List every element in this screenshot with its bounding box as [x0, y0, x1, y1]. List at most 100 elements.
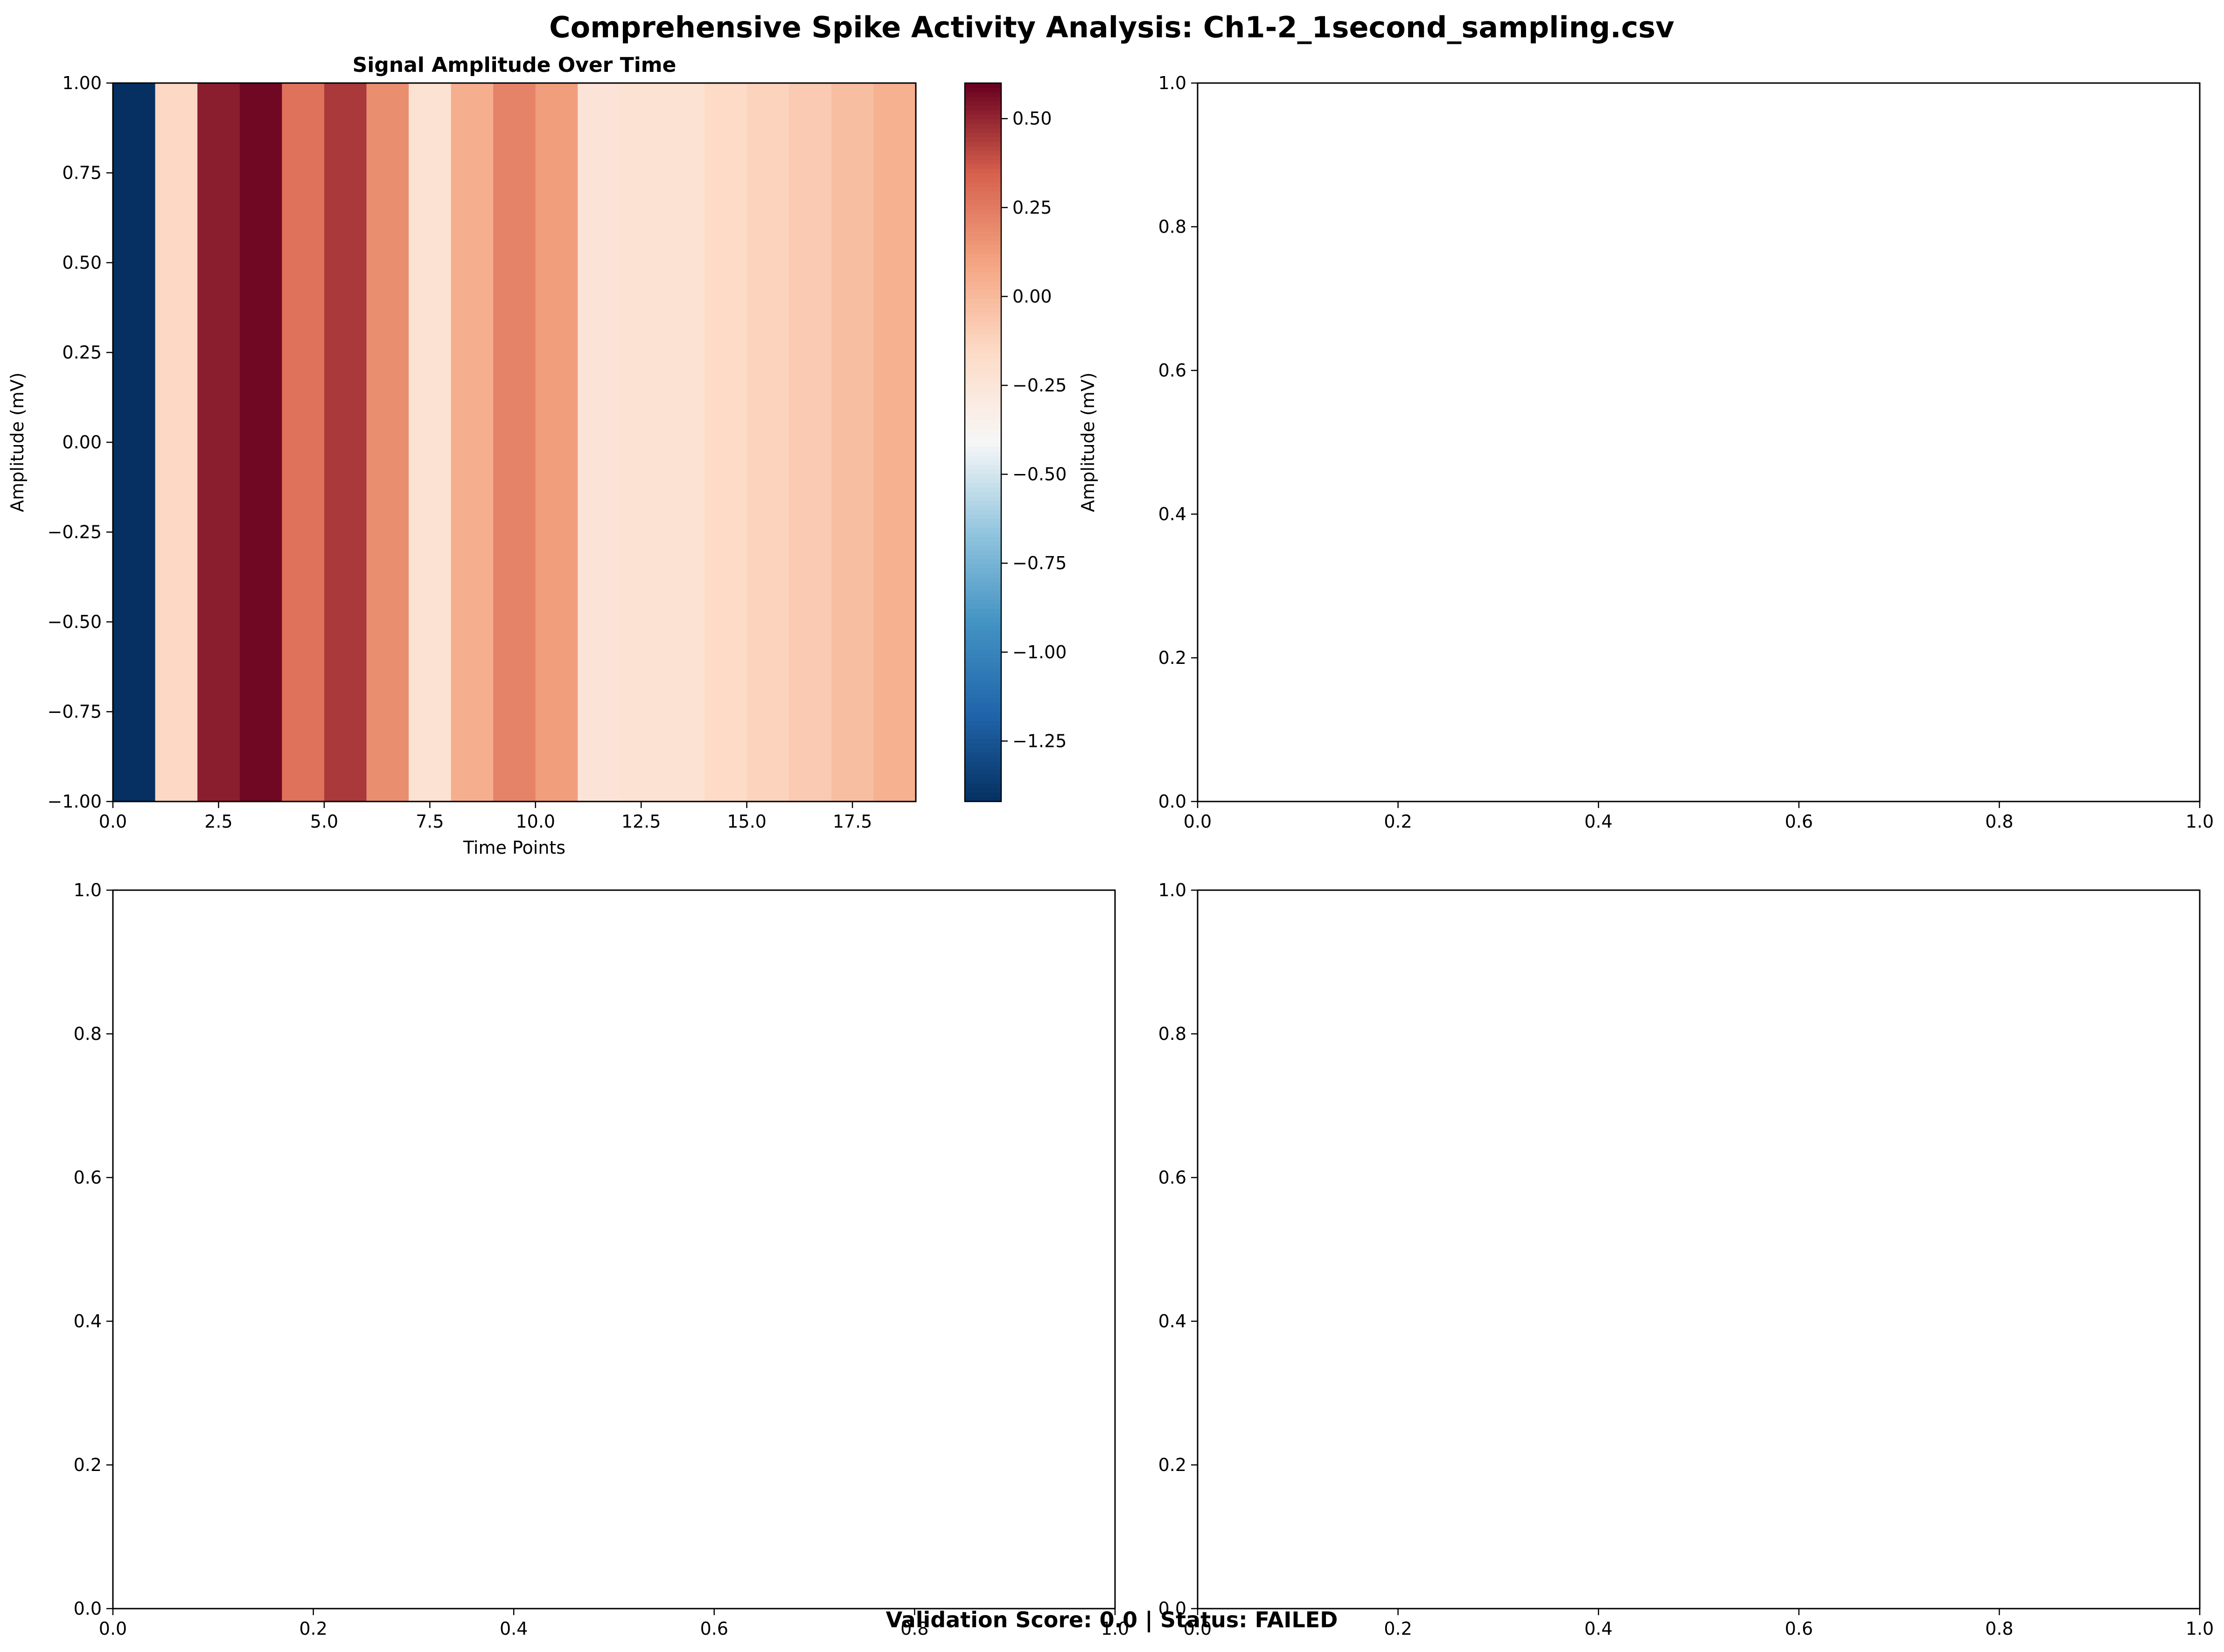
colorbar-segment [965, 518, 1001, 524]
y-tick-label: 0.8 [1158, 216, 1186, 237]
y-tick-label: −0.50 [48, 612, 102, 632]
colorbar-segment [965, 792, 1001, 798]
colorbar-segment [965, 586, 1001, 591]
y-tick-label: −0.75 [48, 702, 102, 722]
x-tick-label: 1.0 [2186, 811, 2214, 832]
colorbar-segment [965, 734, 1001, 739]
colorbar-segment [965, 747, 1001, 753]
y-tick-label: 0.00 [62, 432, 102, 453]
y-tick-label: 0.4 [1158, 504, 1186, 524]
heatmap-cell [704, 83, 747, 802]
colorbar-segment [965, 491, 1001, 497]
colorbar-segment [965, 703, 1001, 708]
colorbar-tick-label: 0.25 [1012, 197, 1052, 218]
x-tick-label: 0.8 [1985, 1618, 2013, 1639]
colorbar-segment [965, 200, 1001, 205]
y-tick-label: 0.6 [74, 1167, 102, 1188]
colorbar-segment [965, 361, 1001, 367]
colorbar-segment [965, 770, 1001, 775]
colorbar-segment [965, 258, 1001, 263]
x-tick-label: 10.0 [516, 811, 555, 832]
colorbar-segment [965, 299, 1001, 304]
colorbar-segment [965, 559, 1001, 564]
colorbar-segment [965, 164, 1001, 169]
colorbar-segment [965, 383, 1001, 389]
colorbar-segment [965, 451, 1001, 456]
colorbar-segment [965, 335, 1001, 340]
colorbar-segment [965, 325, 1001, 331]
x-tick-label: 1.0 [2186, 1618, 2214, 1639]
colorbar-segment [965, 446, 1001, 452]
colorbar-segment [965, 186, 1001, 191]
colorbar-segment [965, 590, 1001, 596]
y-tick-label: 0.6 [1158, 360, 1186, 381]
colorbar-segment [965, 676, 1001, 681]
colorbar-segment [965, 788, 1001, 793]
colorbar-tick-label: 0.50 [1012, 108, 1052, 129]
colorbar-segment [965, 465, 1001, 470]
colorbar-segment [965, 653, 1001, 658]
x-tick-label: 1.0 [1101, 1618, 1129, 1639]
colorbar-segment [965, 667, 1001, 672]
colorbar-segment [965, 137, 1001, 142]
colorbar-segment [965, 253, 1001, 259]
colorbar-segment [965, 132, 1001, 138]
colorbar-segment [965, 622, 1001, 627]
colorbar-segment [965, 501, 1001, 506]
heatmap-cell [366, 83, 409, 802]
colorbar-segment [965, 159, 1001, 165]
colorbar-segment [965, 550, 1001, 555]
colorbar-segment [965, 474, 1001, 479]
empty-panel-top-right: 0.0 0.2 0.4 0.6 0.8 1.0 0.0 0.2 0.4 0.6 0.8 1.0 [1158, 73, 2214, 832]
colorbar-segment [965, 110, 1001, 115]
colorbar-segment [965, 352, 1001, 357]
colorbar-segment [965, 276, 1001, 281]
heatmap-cell [873, 83, 916, 802]
x-tick-label: 0.6 [1785, 811, 1813, 832]
colorbar-segment [965, 303, 1001, 308]
colorbar-segment [965, 482, 1001, 488]
colorbar-segment [965, 648, 1001, 654]
colorbar-segment [965, 231, 1001, 237]
y-tick-label: 0.50 [62, 252, 102, 273]
colorbar-segment [965, 227, 1001, 232]
axes-frame [1197, 82, 2201, 802]
colorbar-segment [965, 87, 1001, 93]
colorbar-segment [965, 330, 1001, 335]
colorbar-segment [965, 487, 1001, 492]
heatmap-cell [155, 83, 198, 802]
y-tick-label: 0.25 [62, 342, 102, 363]
colorbar-segment [965, 783, 1001, 788]
colorbar-segment [965, 267, 1001, 272]
colorbar-segment [965, 213, 1001, 218]
y-tick-label: 0.0 [1158, 1598, 1186, 1619]
y-tick-label: 0.4 [1158, 1311, 1186, 1331]
x-tick-label: 0.6 [1785, 1618, 1813, 1639]
colorbar-segment [965, 662, 1001, 668]
colorbar-segment [965, 577, 1001, 582]
colorbar-segment [965, 537, 1001, 542]
colorbar-segment [965, 631, 1001, 636]
colorbar-segment [965, 626, 1001, 632]
heatmap-cell [282, 83, 325, 802]
colorbar-segment [965, 114, 1001, 119]
colorbar-segment [965, 694, 1001, 699]
colorbar-segment [965, 105, 1001, 111]
colorbar-segment [965, 469, 1001, 474]
y-tick-label: −1.00 [48, 791, 102, 812]
x-tick-label: 17.5 [833, 811, 872, 832]
colorbar-tick-label: −0.50 [1012, 464, 1067, 485]
colorbar-segment [965, 366, 1001, 371]
colorbar-segment [965, 316, 1001, 321]
colorbar-tick-label: −0.75 [1012, 553, 1067, 573]
colorbar-segment [965, 388, 1001, 393]
x-tick-label: 0.2 [299, 1618, 327, 1639]
heatmap-cell [113, 83, 156, 802]
colorbar-segment [965, 415, 1001, 420]
colorbar-segment [965, 707, 1001, 712]
colorbar-segment [965, 509, 1001, 515]
heatmap-cell [831, 83, 874, 802]
colorbar-segment [965, 689, 1001, 694]
colorbar-segment [965, 289, 1001, 295]
colorbar-segment [965, 393, 1001, 398]
